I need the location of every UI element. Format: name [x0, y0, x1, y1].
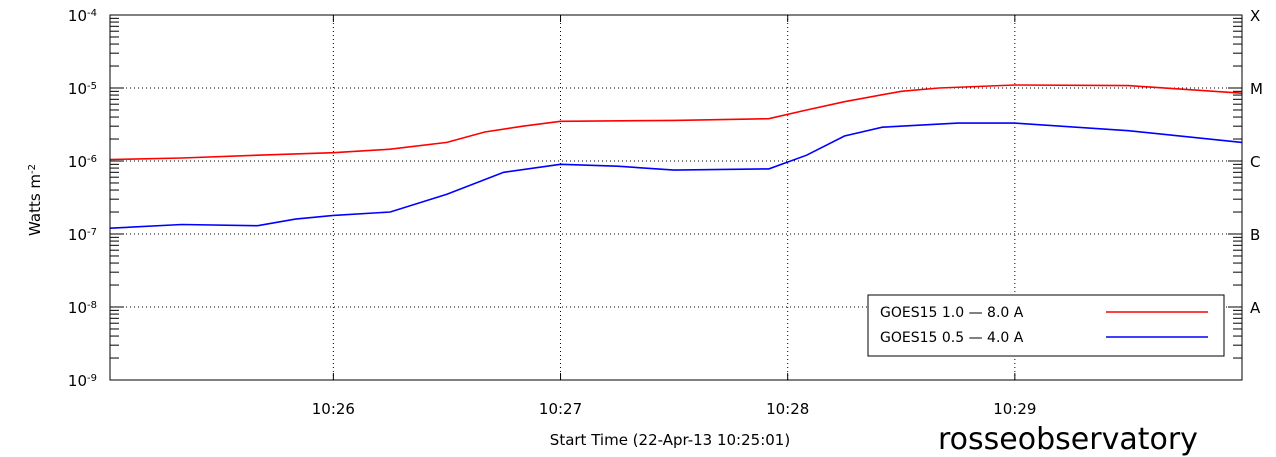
series-layer: [109, 84, 1243, 229]
y-tick-base: 10: [68, 299, 87, 317]
x-tick-label: 10:26: [312, 400, 355, 418]
legend-label-short: GOES15 0.5 — 4.0 A: [880, 330, 1024, 346]
flare-class-label: X: [1250, 7, 1260, 25]
y-tick-label: 10-4: [68, 7, 97, 25]
y-tick-exponent: -8: [87, 300, 97, 311]
y-tick-labels: 10-910-810-710-610-510-4: [68, 7, 97, 390]
y-tick-label: 10-7: [68, 226, 97, 244]
series-line-0: [109, 84, 1243, 161]
y-tick-base: 10: [68, 80, 87, 98]
x-tick-label: 10:27: [539, 400, 582, 418]
y-tick-label: 10-8: [68, 299, 97, 317]
y-tick-label: 10-6: [68, 153, 97, 171]
x-tick-labels: 10:26 10:27 10:28 10:29: [312, 400, 1037, 418]
flare-class-label: C: [1250, 153, 1260, 171]
y-tick-base: 10: [68, 372, 87, 390]
y-axis-label-text: Watts m: [26, 174, 44, 236]
y-tick-label: 10-5: [68, 80, 97, 98]
x-tick-label: 10:28: [766, 400, 809, 418]
flare-class-label: M: [1250, 80, 1263, 98]
y-tick-exponent: -7: [87, 227, 97, 238]
y-tick-exponent: -9: [87, 373, 97, 384]
y-tick-exponent: -4: [87, 8, 97, 19]
y-tick-exponent: -6: [87, 154, 97, 165]
y-axis-label-exponent: -2: [27, 164, 38, 174]
legend-box: [867, 294, 1225, 357]
series-line-1: [109, 122, 1243, 229]
flare-class-label: B: [1250, 226, 1260, 244]
y-axis-label: Watts m-2: [26, 164, 44, 236]
legend: GOES15 1.0 — 8.0 A GOES15 0.5 — 4.0 A: [867, 294, 1225, 357]
svg-text:Watts m-2: Watts m-2: [26, 164, 44, 236]
y-tick-base: 10: [68, 226, 87, 244]
legend-label-long: GOES15 1.0 — 8.0 A: [880, 305, 1024, 321]
flare-class-label: A: [1250, 299, 1261, 317]
y-tick-exponent: -5: [87, 81, 97, 92]
plot-frame: [109, 14, 1243, 381]
y-tick-base: 10: [68, 153, 87, 171]
y-tick-base: 10: [68, 7, 87, 25]
watermark: rosseobservatory: [938, 422, 1198, 457]
x-tick-label: 10:29: [993, 400, 1036, 418]
x-axis-label: Start Time (22-Apr-13 10:25:01): [550, 431, 790, 449]
y-tick-label: 10-9: [68, 372, 97, 390]
flare-class-labels: A B C M X: [1250, 7, 1263, 317]
